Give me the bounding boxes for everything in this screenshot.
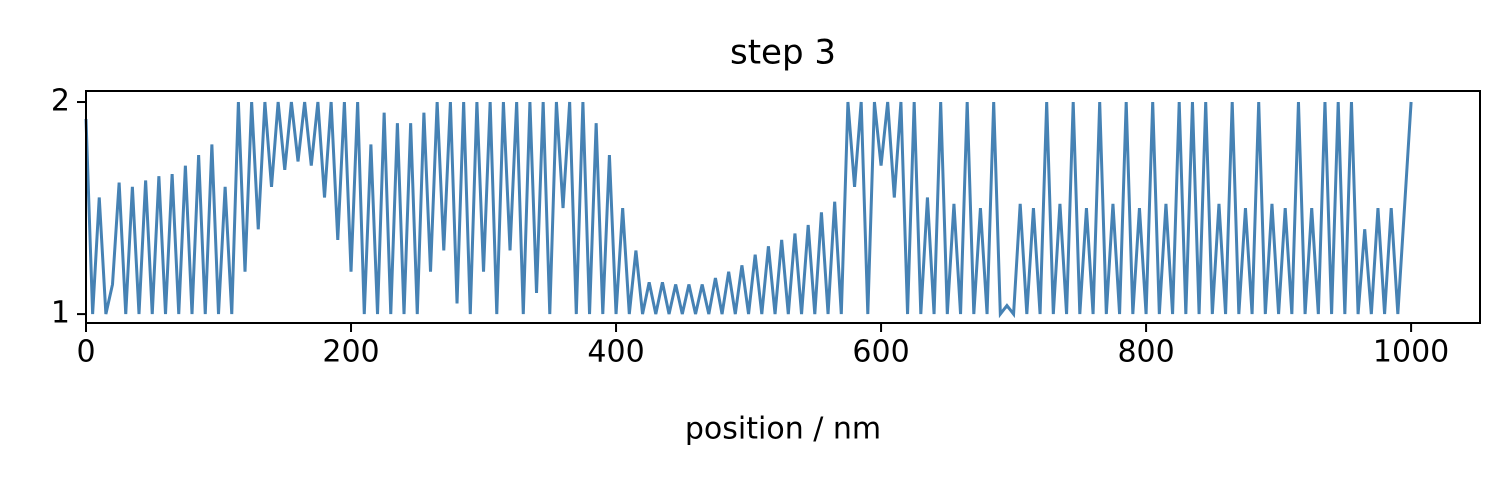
y-tick-label: 1: [51, 296, 70, 331]
x-tick-label: 200: [322, 335, 379, 370]
x-tick-label: 800: [1117, 335, 1174, 370]
chart-title: step 3: [730, 33, 836, 73]
y-tick-label: 2: [51, 84, 70, 119]
x-axis-label: position / nm: [685, 412, 881, 447]
x-tick-label: 400: [587, 335, 644, 370]
plot-frame: [85, 90, 1481, 324]
data-line: [84, 101, 1413, 319]
x-tick-label: 1000: [1373, 335, 1449, 370]
x-tick-label: 0: [76, 335, 95, 370]
x-tick-label: 600: [852, 335, 909, 370]
